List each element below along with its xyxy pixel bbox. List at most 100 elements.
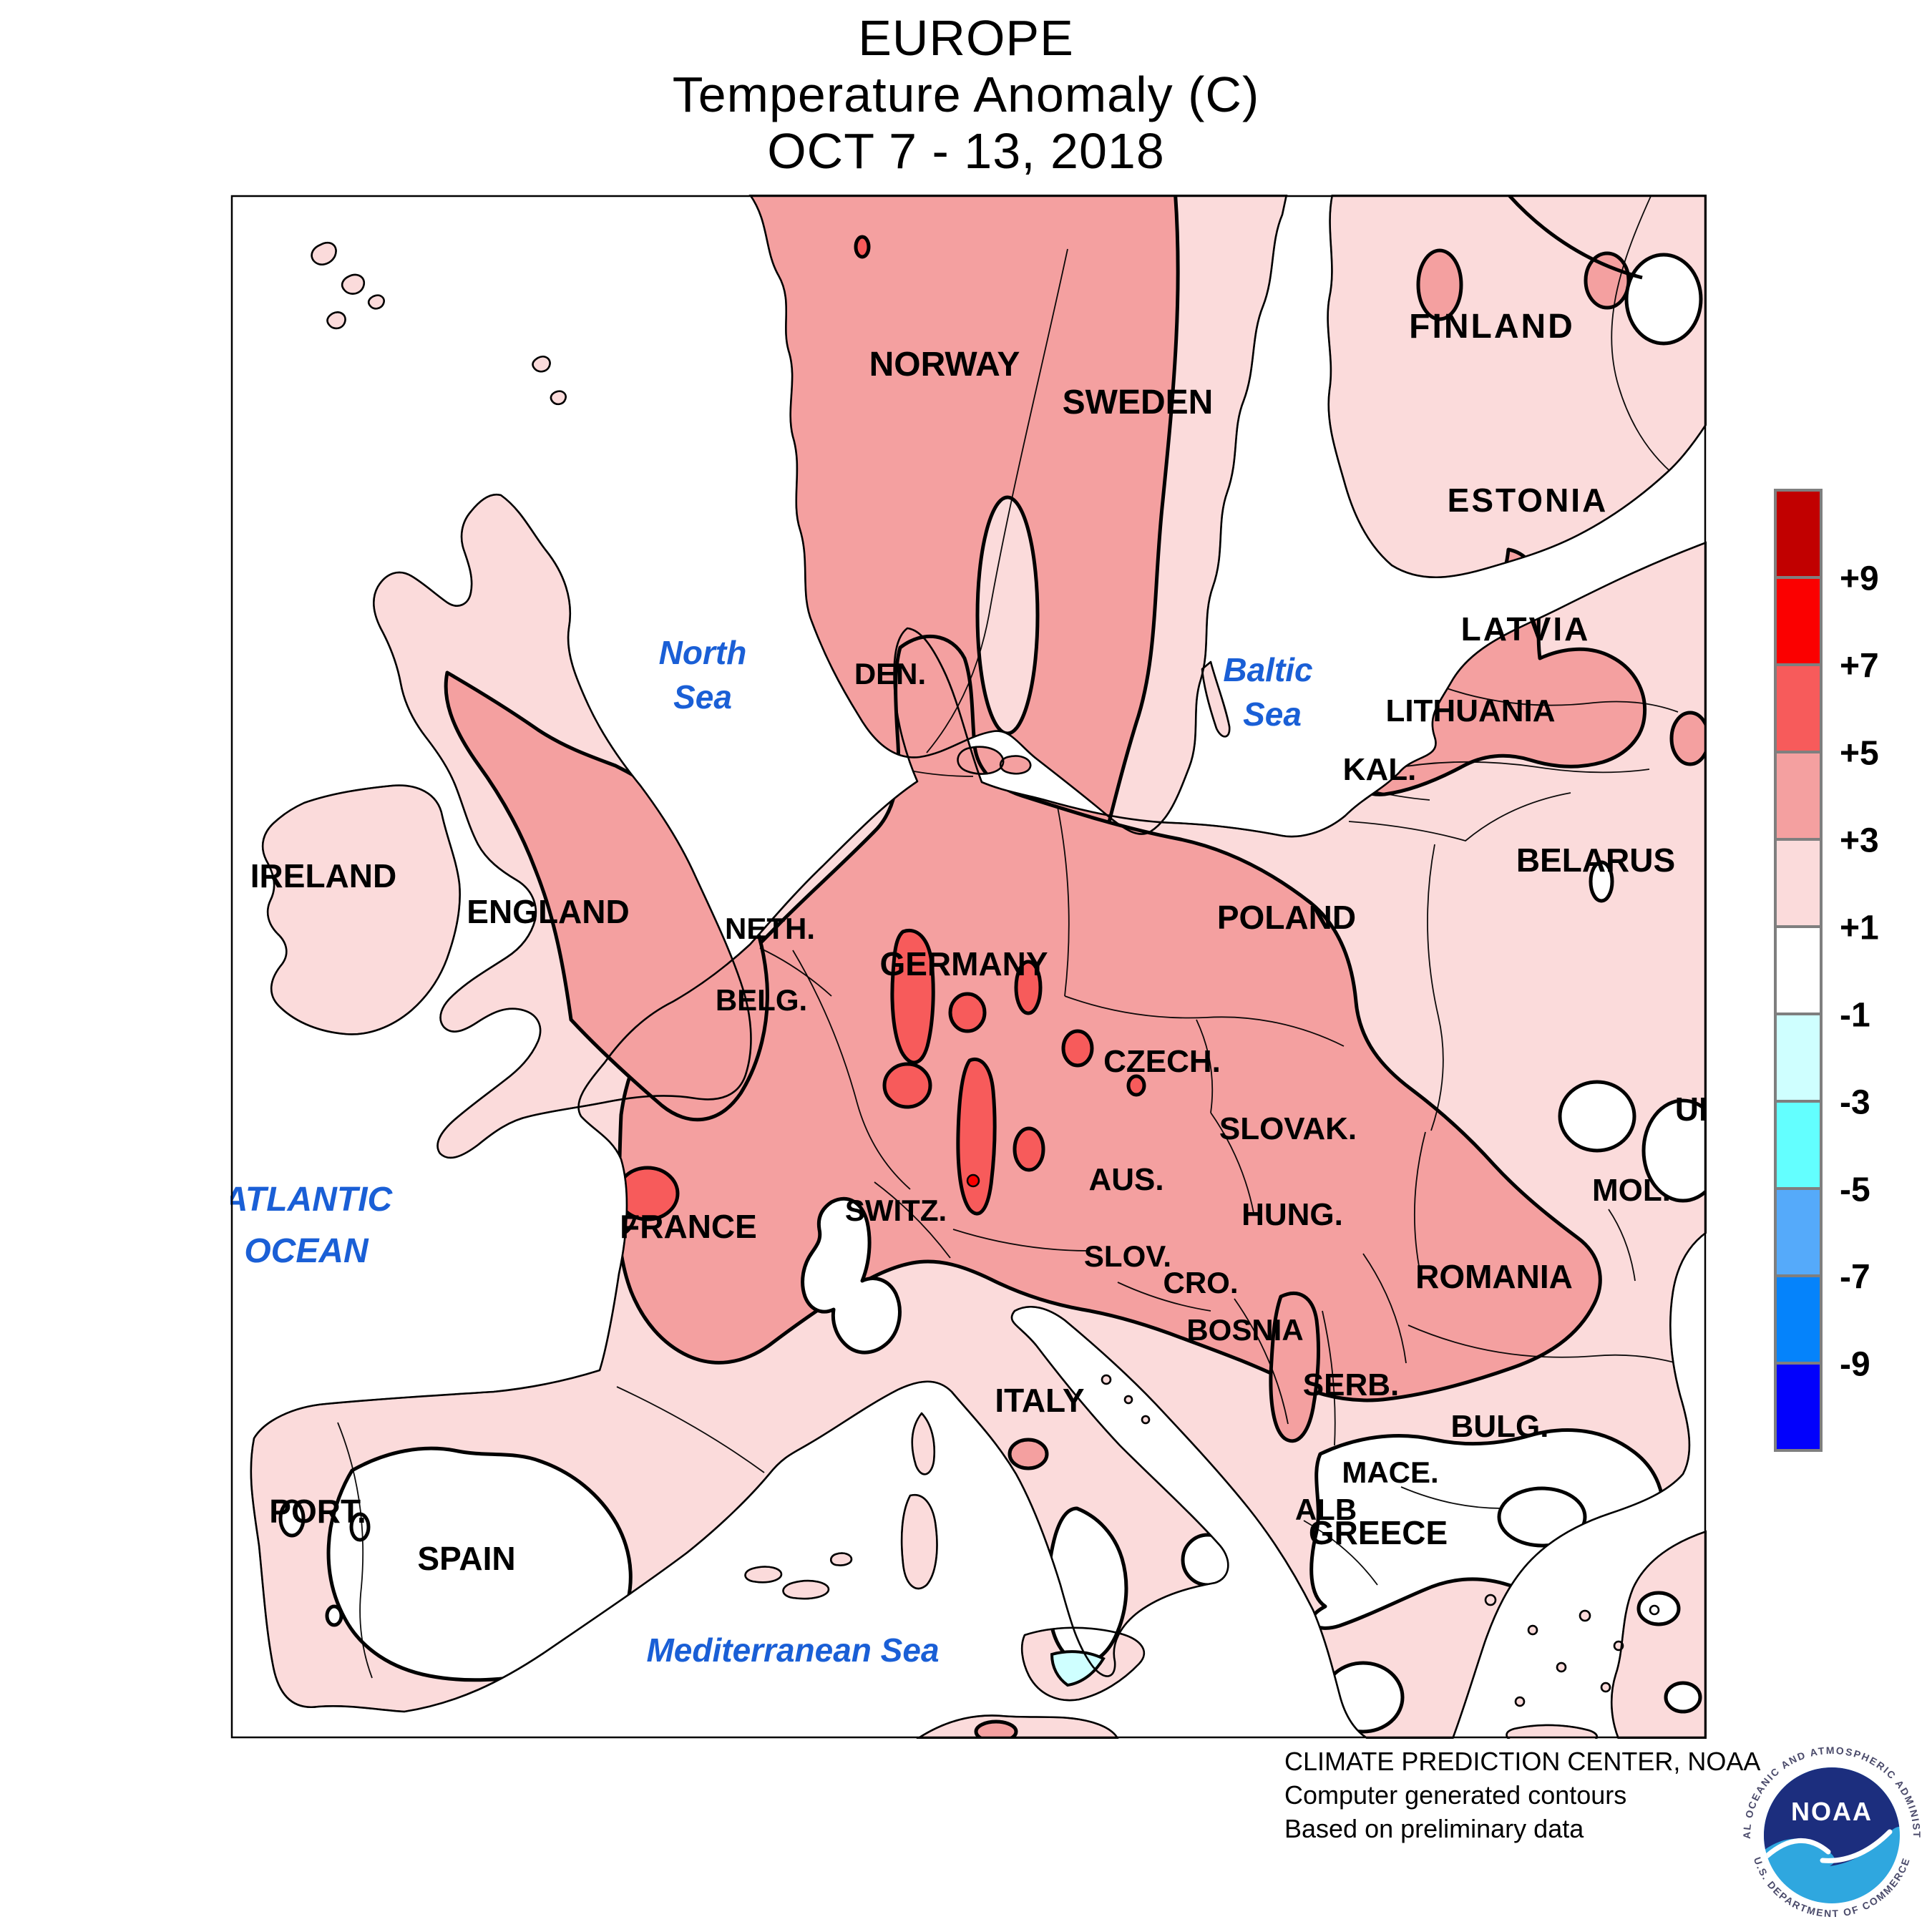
contour-plus5-czech-east: [1061, 1029, 1094, 1068]
country-label-norway: NORWAY: [869, 346, 1020, 384]
contour-plus7-austria-dot: [966, 1174, 980, 1188]
title-date-range: OCT 7 - 13, 2018: [767, 123, 1165, 179]
contour-white-spain-oval1: [349, 1512, 371, 1542]
country-label-aus: AUS.: [1088, 1162, 1163, 1197]
attribution-source: CLIMATE PREDICTION CENTER, NOAA: [1284, 1747, 1761, 1776]
contour-white-switzerland: [801, 1196, 902, 1355]
country-label-poland: POLAND: [1217, 899, 1356, 936]
legend-label-minus7: -7: [1840, 1258, 1870, 1297]
sea-label-sea: Sea: [1243, 696, 1302, 733]
country-label-ireland: IRELAND: [250, 857, 396, 894]
legend-label-minus5: -5: [1840, 1171, 1870, 1209]
country-label-belg: BELG.: [716, 983, 807, 1017]
legend-color-bar: [1774, 489, 1823, 1452]
legend-cell-plus7-plus9: [1777, 579, 1820, 666]
sea-label-baltic: Baltic: [1223, 651, 1312, 688]
country-borders: [337, 195, 1705, 1679]
contour-plus3-east-edge-spot: [1669, 711, 1707, 766]
legend-cell-plus3-plus5: [1777, 753, 1820, 841]
country-label-romania: ROMANIA: [1415, 1258, 1573, 1295]
attribution-method: Computer generated contours: [1284, 1780, 1627, 1810]
country-label-belarus: BELARUS: [1516, 841, 1675, 879]
country-labels-group: FINLAND NORWAY SWEDEN ESTONIA LATVIA LITHUANI…: [250, 308, 1707, 1577]
contour-plus3-russia-spot: [1584, 251, 1631, 310]
country-label-france: FRANCE: [620, 1208, 757, 1245]
legend-cell-plus1-plus3: [1777, 841, 1820, 928]
country-label-den: DEN.: [854, 657, 926, 691]
country-label-spain: SPAIN: [417, 1540, 515, 1577]
country-label-slovak: SLOVAK.: [1219, 1111, 1357, 1146]
country-label-latvia: LATVIA: [1461, 610, 1591, 648]
contour-oslo-lens: [975, 495, 1040, 736]
legend-cell-minus3-minus5: [1777, 1103, 1820, 1190]
country-label-england: ENGLAND: [467, 893, 629, 930]
legend-label-plus3: +3: [1840, 821, 1879, 860]
country-label-germany: GERMANY: [879, 945, 1048, 982]
contour-white-belarus: [1589, 860, 1614, 903]
sea-label-atlantic: ATLANTIC: [230, 1181, 394, 1219]
contour-minus1-sicily: [1050, 1650, 1106, 1687]
country-label-mol: MOL.: [1592, 1173, 1671, 1208]
country-label-czech: CZECH.: [1103, 1044, 1221, 1079]
sea-label-north: North: [659, 634, 747, 671]
legend-label-plus7: +7: [1840, 647, 1879, 686]
contour-plus5-slovakia-spot: [1126, 1074, 1146, 1097]
country-label-greece: GREECE: [1309, 1514, 1448, 1551]
country-label-serb: SERB.: [1303, 1367, 1399, 1402]
contour-white-spain-oval2: [325, 1604, 343, 1627]
contour-plus3-italy-spot: [1008, 1438, 1049, 1470]
noaa-logo: NOAA NATIONAL OCEANIC AND ATMOSPHERIC AD…: [1737, 1740, 1926, 1929]
contour-arc-northeast: [1507, 195, 1643, 280]
country-label-uk: UK: [1675, 1091, 1707, 1128]
contour-plus5-norway-spot: [854, 235, 871, 259]
contour-plus5-germany-long: [890, 929, 935, 1065]
legend-label-minus3: -3: [1840, 1083, 1870, 1122]
legend-cell-above-plus9: [1777, 492, 1820, 579]
sea-label-mediterranean-sea: Mediterranean Sea: [646, 1631, 939, 1669]
title-variable: Temperature Anomaly (C): [672, 67, 1260, 122]
europe-anomaly-map: North Sea Baltic Sea ATLANTIC OCEAN Mediterran…: [230, 195, 1707, 1739]
country-label-neth: NETH.: [725, 912, 815, 945]
attribution-data-note: Based on preliminary data: [1284, 1814, 1584, 1843]
sea-label-ocean: OCEAN: [244, 1232, 369, 1270]
country-label-finland: FINLAND: [1409, 308, 1575, 346]
contour-plus5-austria-long: [956, 1058, 997, 1216]
country-label-mace: MACE.: [1342, 1455, 1438, 1489]
map-canvas: North Sea Baltic Sea ATLANTIC OCEAN Mediterran…: [230, 195, 1707, 1739]
country-label-bosnia: BOSNIA: [1186, 1313, 1303, 1347]
country-label-alb: ALB: [1295, 1493, 1357, 1526]
legend-cell-minus7-minus9: [1777, 1277, 1820, 1365]
country-label-cro: CRO.: [1163, 1266, 1239, 1299]
contour-plus3-bosnia-strip: [1269, 1292, 1320, 1443]
legend-cell-minus5-minus7: [1777, 1190, 1820, 1277]
legend-cell-minus1-minus3: [1777, 1015, 1820, 1103]
contour-plus5-germany-south: [882, 1062, 932, 1109]
contour-white-white-sea: [1624, 253, 1703, 346]
legend-cell-plus5-plus7: [1777, 666, 1820, 753]
legend-cell-minus1-plus1: [1777, 928, 1820, 1015]
sea-label-sea: Sea: [673, 678, 732, 716]
contour-plus5-germany-round: [948, 992, 987, 1033]
contour-white-turkey2: [1664, 1681, 1702, 1714]
country-label-switz: SWITZ.: [845, 1194, 947, 1227]
logo-acronym: NOAA: [1791, 1797, 1873, 1826]
country-label-kal: KAL.: [1343, 752, 1417, 787]
contour-white-ukraine1: [1558, 1080, 1636, 1153]
country-label-estonia: ESTONIA: [1448, 482, 1609, 519]
sea-labels-group: North Sea Baltic Sea ATLANTIC OCEAN Mediterran…: [230, 634, 1313, 1669]
contour-ring-bulgaria: [1497, 1486, 1587, 1548]
contour-plus3-tunisia-spot: [974, 1719, 1018, 1739]
legend-label-minus9: -9: [1840, 1345, 1870, 1384]
country-label-bulg: BULG.: [1451, 1409, 1549, 1444]
contour-plus5-czech-north: [1014, 960, 1043, 1015]
country-label-port: PORT.: [269, 1493, 366, 1530]
legend-cell-below-minus9: [1777, 1365, 1820, 1449]
legend-label-plus9: +9: [1840, 560, 1879, 598]
country-label-slov: SLOV.: [1084, 1239, 1171, 1273]
contour-plus5-austria-round: [1013, 1126, 1045, 1172]
attribution-block: CLIMATE PREDICTION CENTER, NOAA Computer…: [1284, 1745, 1760, 1845]
country-label-italy: ITALY: [995, 1382, 1084, 1419]
country-label-sweden: SWEDEN: [1063, 384, 1214, 421]
map-title-block: EUROPE Temperature Anomaly (C) OCT 7 - 1…: [0, 10, 1932, 180]
map-frame: [230, 195, 1707, 1739]
